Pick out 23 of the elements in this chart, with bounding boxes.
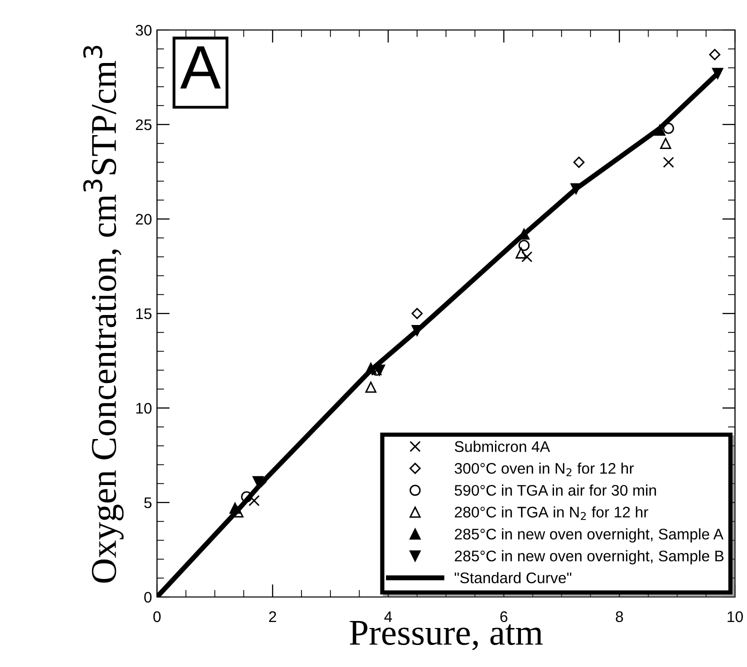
- annotation: A: [180, 46, 221, 88]
- y-tick-label: 25: [136, 119, 152, 130]
- y-tick-label: 15: [136, 308, 152, 320]
- x-tick-label: 8: [616, 611, 623, 622]
- legend-label: 285°C in new oven overnight, Sample A: [454, 528, 724, 543]
- y-tick-label: 30: [136, 24, 152, 36]
- x-tick-label: 4: [384, 611, 392, 622]
- y-tick-label: 20: [136, 214, 152, 225]
- x-tick-label: 10: [728, 611, 743, 622]
- legend-label: "Standard Curve": [454, 572, 572, 584]
- legend-label: 300°C oven in N$_{2}$ for 12 hr: [454, 462, 634, 476]
- x-tick-label: 2: [269, 611, 276, 622]
- x-axis-title: Pressure, atm: [350, 620, 543, 650]
- legend-label: Submicron 4A: [454, 440, 550, 452]
- legend-label: 590°C in TGA in air for 30 min: [454, 484, 656, 496]
- y-tick-label: 5: [144, 498, 152, 508]
- x-tick-label: 0: [153, 611, 161, 622]
- y-tick-label: 0: [144, 592, 152, 603]
- y-axis-title: Oxygen Concentration, cm$^{3}$STP/cm$^{3}$: [83, 46, 124, 583]
- x-tick-label: 6: [500, 611, 508, 622]
- y-tick-label: 10: [136, 402, 152, 414]
- legend-label: 280°C in TGA in N$_{2}$ for 12 hr: [454, 506, 648, 520]
- legend-label: 285°C in new oven overnight, Sample B: [454, 550, 724, 564]
